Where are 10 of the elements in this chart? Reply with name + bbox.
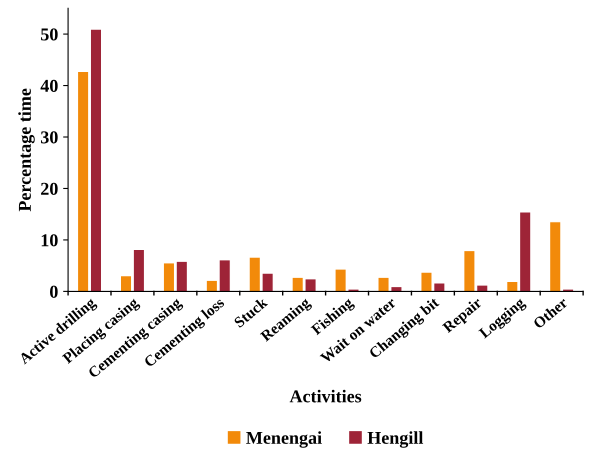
x-axis-title: Activities bbox=[290, 390, 362, 402]
y-tick-label: 50 bbox=[41, 28, 58, 41]
y-tick-label: 10 bbox=[42, 234, 58, 246]
legend-label: Hengill bbox=[368, 431, 424, 448]
y-tick-label: 30 bbox=[40, 131, 58, 144]
y-axis-title: Percentage time bbox=[18, 88, 35, 212]
y-tick-label: 0 bbox=[50, 286, 58, 298]
y-tick-label: 40 bbox=[40, 80, 58, 92]
legend-label: Menengai bbox=[246, 431, 322, 448]
y-tick-label: 20 bbox=[41, 182, 58, 195]
